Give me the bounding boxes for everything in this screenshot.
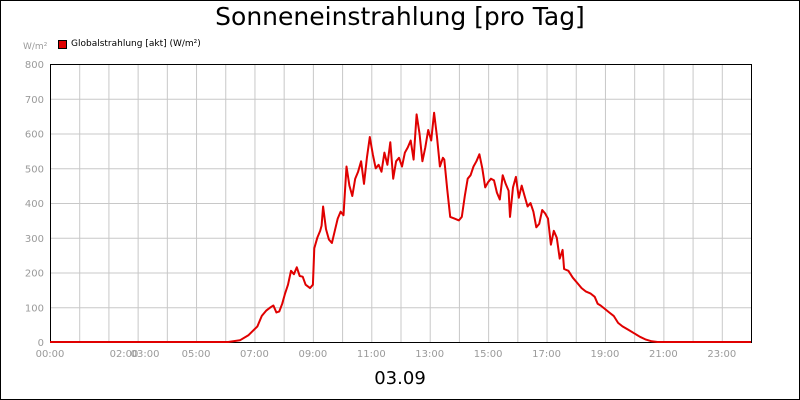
legend: Globalstrahlung [akt] (W/m²) xyxy=(58,38,201,50)
x-axis-date-label: 03.09 xyxy=(374,368,426,389)
x-tick-label: 17:00 xyxy=(532,349,561,360)
y-tick-label: 500 xyxy=(25,164,44,175)
y-tick-label: 400 xyxy=(25,199,44,210)
x-tick-label: 21:00 xyxy=(649,349,678,360)
x-tick-label: 11:00 xyxy=(357,349,386,360)
y-tick-label: 100 xyxy=(25,303,44,314)
y-tick-label: 800 xyxy=(25,60,44,71)
plot-border xyxy=(50,64,752,343)
y-tick-label: 200 xyxy=(25,269,44,280)
y-tick-label: 700 xyxy=(25,95,44,106)
x-tick-label: 07:00 xyxy=(240,349,269,360)
legend-swatch xyxy=(58,39,67,49)
legend-label: Globalstrahlung [akt] (W/m²) xyxy=(71,39,201,49)
x-tick-label: 05:00 xyxy=(182,349,211,360)
x-tick-label: 15:00 xyxy=(474,349,503,360)
y-axis-unit-label: W/m² xyxy=(23,42,48,52)
x-tick-label: 09:00 xyxy=(298,349,327,360)
x-tick-label: 03:00 xyxy=(131,349,160,360)
x-tick-label: 19:00 xyxy=(591,349,620,360)
x-tick-label: 23:00 xyxy=(707,349,736,360)
y-tick-label: 600 xyxy=(25,130,44,141)
chart-title: Sonneneinstrahlung [pro Tag] xyxy=(215,2,585,31)
y-tick-label: 0 xyxy=(38,338,44,349)
series-line-globalstrahlung xyxy=(50,111,751,343)
y-tick-label: 300 xyxy=(25,234,44,245)
x-tick-label: 02:00 xyxy=(110,349,139,360)
x-tick-label: 13:00 xyxy=(415,349,444,360)
x-tick-label: 00:00 xyxy=(36,349,65,360)
